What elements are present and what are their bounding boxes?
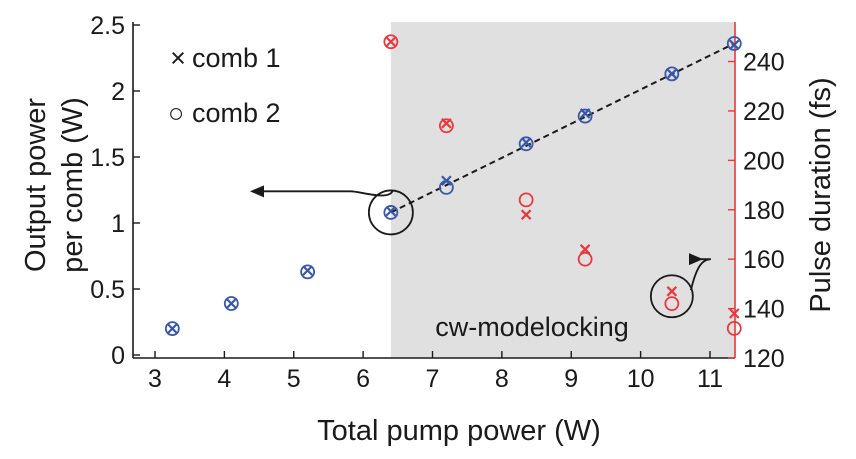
data-point-cross: [729, 39, 740, 51]
legend: × comb 1 ○ comb 2: [168, 43, 281, 128]
right-y-tick-label: 140: [743, 296, 785, 324]
x-tick-label: 10: [627, 365, 655, 393]
x-tick-label: 11: [697, 365, 723, 393]
annotation-circle: [649, 274, 694, 319]
right-y-tick-label: 120: [743, 345, 785, 373]
data-point-circle: [577, 251, 593, 267]
data-point-circle: [438, 118, 454, 134]
data-point-circle: [664, 296, 680, 312]
annotation-arrow-head: [689, 253, 703, 266]
linear-fit-dashed-line: [390, 42, 735, 214]
annotation-circle: [367, 189, 414, 236]
y-axis-title-line-1: Output power: [20, 98, 52, 272]
data-point-cross: [226, 298, 237, 309]
data-point-cross: [385, 36, 397, 48]
x-tick-label: 3: [148, 365, 162, 393]
cw-modelocking-shaded-region: [390, 22, 735, 358]
x-tick-label: 5: [287, 365, 301, 393]
data-point-circle: [518, 136, 534, 152]
y-axis-title-line-2: per comb (W): [57, 97, 89, 273]
annotation-arrow-shaft: [260, 189, 394, 197]
data-point-cross: [520, 209, 532, 220]
x-axis-title: Total pump power (W): [317, 415, 601, 447]
y-tick-label: 2: [111, 78, 125, 106]
data-point-cross: [520, 137, 532, 148]
data-point-circle: [438, 179, 454, 195]
data-point-circle: [726, 36, 742, 51]
data-point-circle: [383, 34, 399, 50]
x-tick-label: 6: [356, 365, 370, 393]
legend-label-comb-2: comb 2: [192, 98, 281, 128]
data-point-cross: [302, 265, 313, 276]
legend-label-comb-1: comb 1: [192, 43, 281, 73]
data-point-cross: [729, 308, 740, 319]
axes-layer: 3 4 5 6 7 8 9 10 11 0 0.5 1 1.5 2 2.5 120 140 160 180 200 22…: [90, 12, 784, 393]
data-point-circle: [577, 108, 593, 124]
annotation-arrow-head: [250, 185, 264, 198]
legend-marker-comb-2: ○: [168, 98, 184, 128]
right-y-tick-label: 220: [743, 98, 785, 126]
y-tick-label: 0.5: [90, 276, 125, 304]
data-point-circle: [664, 66, 680, 82]
data-layer: [164, 34, 742, 337]
data-point-cross: [385, 205, 397, 217]
x-tick-label: 7: [426, 365, 440, 393]
x-tick-label: 4: [217, 365, 231, 393]
data-point-cross: [666, 286, 678, 297]
data-point-circle: [383, 205, 399, 220]
y-tick-label: 2.5: [90, 12, 125, 40]
data-point-circle: [726, 320, 742, 336]
data-point-cross: [579, 244, 591, 255]
data-point-circle: [300, 264, 316, 280]
data-point-cross: [666, 68, 678, 80]
x-tick-label: 9: [564, 365, 578, 393]
annotation-arrow-shaft: [689, 258, 711, 291]
right-y-tick-label: 180: [743, 197, 785, 225]
cw-modelocking-label: cw-modelocking: [435, 312, 629, 342]
right-y-tick-label: 160: [743, 246, 785, 274]
right-y-tick-label: 240: [743, 49, 785, 77]
y-tick-label: 1.5: [90, 144, 125, 172]
data-point-circle: [223, 296, 239, 311]
data-point-circle: [518, 192, 534, 208]
data-point-circle: [164, 321, 180, 337]
legend-marker-comb-1: ×: [170, 43, 186, 73]
right-y-tick-label: 200: [743, 147, 785, 175]
y-tick-label: 0: [111, 342, 125, 370]
x-tick-label: 8: [495, 365, 509, 393]
data-point-cross: [167, 323, 178, 334]
right-y-axis-title: Pulse duration (fs): [805, 77, 837, 312]
y-tick-label: 1: [111, 210, 125, 238]
